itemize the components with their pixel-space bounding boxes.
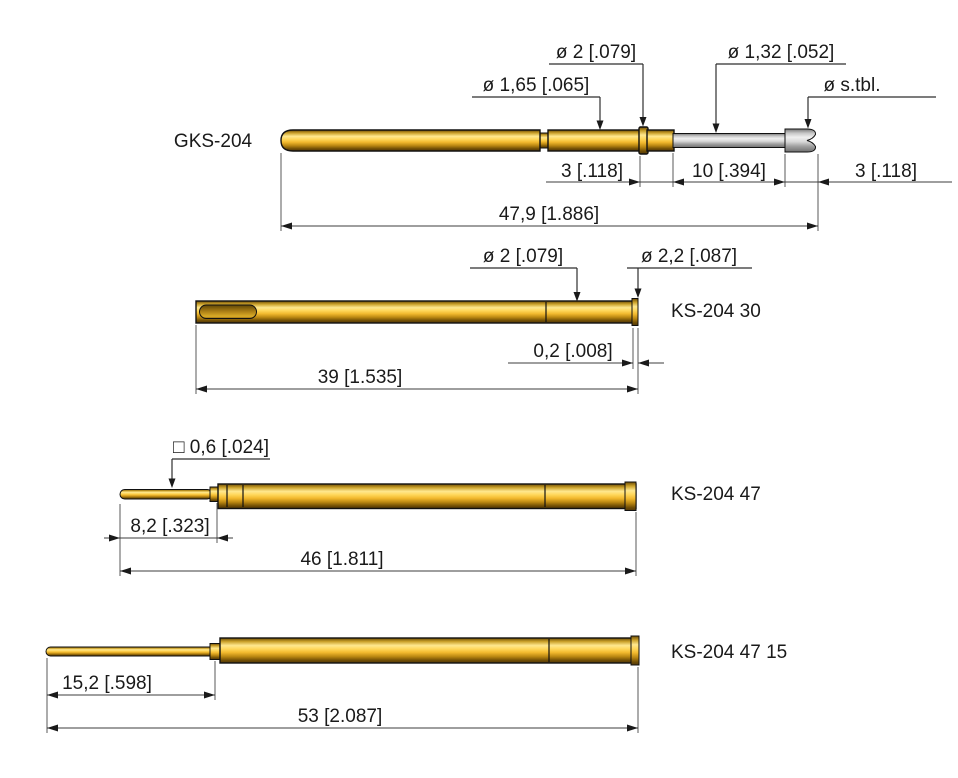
probe-gks-204: GKS-204 ø 1,65 [.065] ø 2 [.079] ø 1,32 … [174, 42, 952, 231]
probe-ks-204-47: KS-204 47 □ 0,6 [.024] 8,2 [.323] [104, 437, 761, 576]
dim-text-total: 46 [1.811] [300, 549, 383, 570]
plunger-pin [119, 489, 213, 500]
dim-arrowhead [673, 178, 684, 186]
leader-arrowhead [712, 123, 720, 133]
callout-dia-22: ø 2,2 [.087] [627, 246, 752, 298]
callout-dia-165: ø 1,65 [.065] [472, 75, 604, 130]
callout-text: □ 0,6 [.024] [173, 437, 269, 458]
press-fit-collar [631, 298, 639, 326]
press-fit-collar [630, 635, 640, 666]
dim-arrowhead [47, 724, 58, 732]
dim-arrowhead [196, 385, 207, 393]
receptacle-barrel [280, 129, 541, 152]
callout-square-tip: □ 0,6 [.024] [168, 437, 270, 488]
dimension-total: 46 [1.811] [120, 512, 637, 576]
dimension-total: 39 [1.535] [195, 325, 638, 394]
dim-text-total: 47,9 [1.886] [499, 204, 599, 225]
receptacle-barrel [217, 483, 637, 510]
press-fit-collar [624, 481, 637, 511]
leader-arrowhead [804, 119, 812, 129]
dim-text-10: 10 [.394] [692, 161, 766, 182]
dimension-collar: 0,2 [.008] [508, 328, 664, 394]
dim-arrowhead [281, 222, 292, 230]
probe-ks-204-30: KS-204 30 ø 2 [.079] ø 2,2 [.087] [195, 246, 761, 394]
probe-body [195, 298, 639, 326]
receptacle-opening-slot [199, 304, 257, 319]
dim-arrowhead [622, 359, 633, 367]
plunger-pin [45, 646, 215, 657]
dimension-chain: 3 [.118] 10 [.394] 3 [.118] [280, 153, 952, 231]
dim-text-total: 53 [2.087] [298, 706, 383, 727]
callout-text: ø 1,32 [.052] [728, 42, 835, 63]
receptacle-barrel [195, 300, 638, 324]
dim-arrowhead [818, 178, 829, 186]
leader-arrowhead [168, 478, 176, 488]
dimension-plunger: 15,2 [.598] [46, 658, 216, 733]
probe-body [280, 126, 817, 155]
dim-arrowhead [627, 385, 638, 393]
receptacle-barrel [219, 637, 633, 664]
dim-text-3a: 3 [.118] [561, 161, 623, 182]
dim-text-plunger: 15,2 [.598] [62, 673, 152, 694]
callout-dia-2: ø 2 [.079] [549, 42, 647, 127]
dim-text-plunger: 8,2 [.323] [130, 516, 209, 537]
dimension-total: 47,9 [1.886] [281, 204, 818, 230]
dim-text-3b: 3 [.118] [855, 161, 917, 182]
dimension-total: 53 [2.087] [47, 667, 639, 733]
callout-text: ø s.tbl. [823, 75, 880, 96]
callout-text: ø 1,65 [.065] [483, 75, 590, 96]
leader-arrowhead [596, 120, 604, 130]
callout-text: ø 2,2 [.087] [641, 246, 737, 267]
callout-text: ø 2 [.079] [556, 42, 636, 63]
probe-body [119, 481, 637, 511]
leader-arrowhead [634, 288, 642, 298]
leader-arrowhead [573, 292, 581, 302]
barrel-tip-section [646, 129, 675, 152]
callout-dia-table: ø s.tbl. [804, 75, 936, 129]
dim-arrowhead [47, 691, 58, 699]
leader-arrowhead [639, 117, 647, 127]
plunger-shaft [672, 133, 786, 148]
callout-text: ø 2 [.079] [483, 246, 563, 267]
probe-label: GKS-204 [174, 131, 253, 152]
dim-arrowhead [204, 691, 215, 699]
dim-arrowhead [625, 567, 636, 575]
probe-ks-204-47-15: KS-204 47 15 15,2 [.598] 53 [2.087] [45, 635, 787, 733]
probe-label: KS-204 47 15 [671, 642, 787, 663]
dim-arrowhead [638, 359, 649, 367]
callout-dia-132: ø 1,32 [.052] [712, 42, 846, 133]
dim-text-total: 39 [1.535] [318, 367, 403, 388]
probe-label: KS-204 30 [671, 301, 761, 322]
callout-dia-2: ø 2 [.079] [470, 246, 581, 302]
crown-tip [784, 128, 817, 153]
dim-arrowhead [120, 567, 131, 575]
dim-arrowhead [217, 534, 228, 542]
dim-arrowhead [774, 178, 785, 186]
barrel-section [547, 129, 641, 152]
dim-arrowhead [807, 222, 818, 230]
dimension-plunger: 8,2 [.323] [104, 503, 233, 576]
dim-arrowhead [109, 534, 120, 542]
dim-arrowhead [627, 724, 638, 732]
dim-text-collar: 0,2 [.008] [533, 341, 612, 362]
probe-label: KS-204 47 [671, 484, 761, 505]
dim-arrowhead [629, 178, 640, 186]
probe-body [45, 635, 640, 666]
